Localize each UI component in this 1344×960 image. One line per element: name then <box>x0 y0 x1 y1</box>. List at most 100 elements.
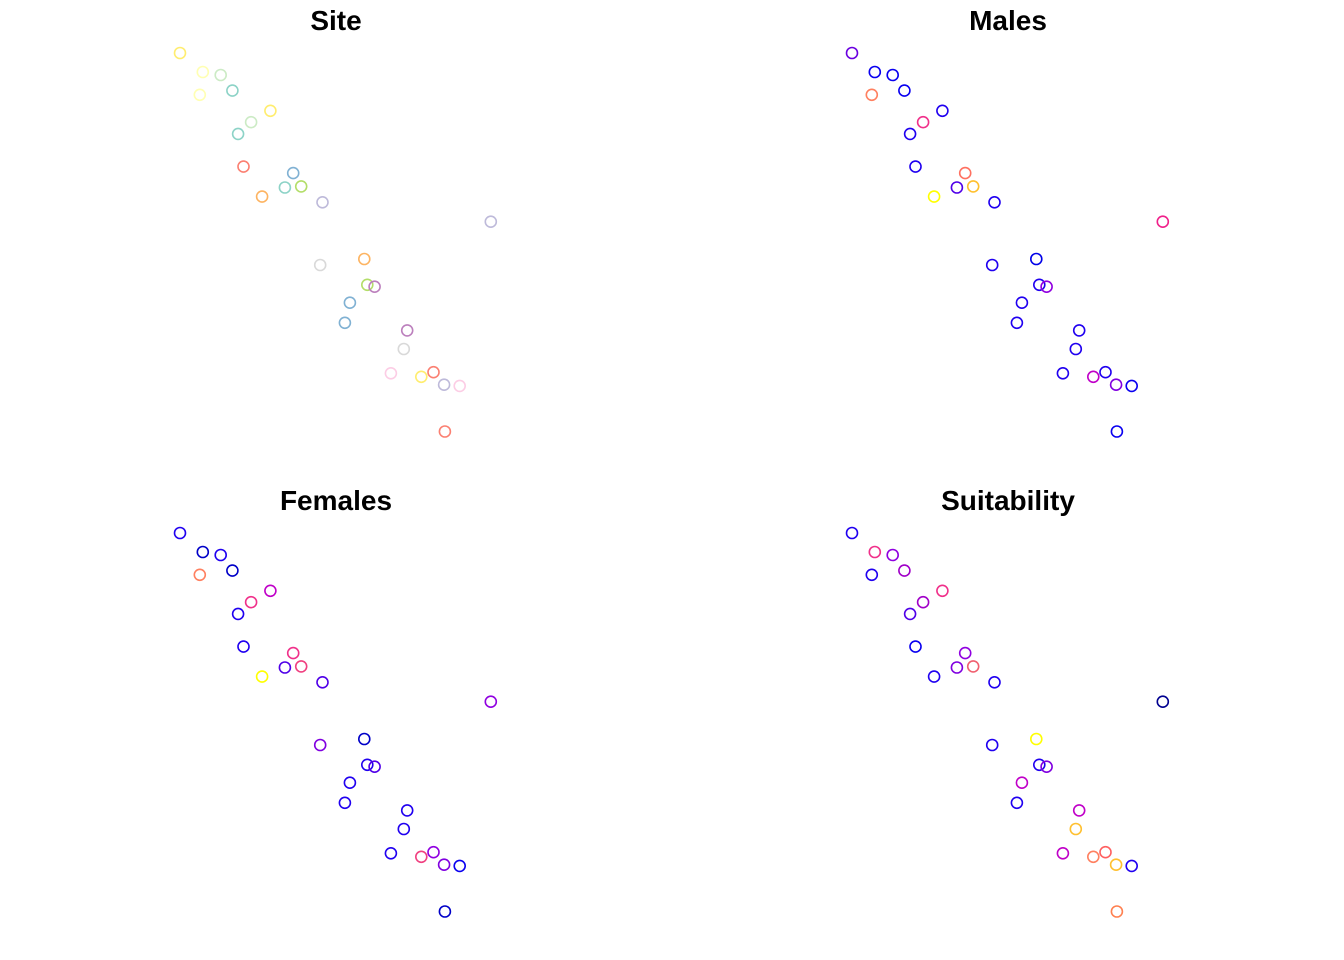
point-site-15 <box>357 252 371 266</box>
point-site-12 <box>255 190 269 203</box>
point-suitability-9 <box>958 646 972 660</box>
point-males-10 <box>950 181 964 194</box>
point-site-21 <box>400 324 414 337</box>
point-suitability-19 <box>1015 776 1029 790</box>
panel-site: Site <box>173 5 498 438</box>
point-suitability-0 <box>845 526 859 540</box>
point-males-26 <box>1109 378 1123 392</box>
point-males-20 <box>1010 316 1024 330</box>
point-site-19 <box>343 296 357 310</box>
point-suitability-10 <box>950 661 964 674</box>
point-females-22 <box>397 822 411 836</box>
panel-males: Males <box>845 5 1170 438</box>
point-females-24 <box>414 850 428 864</box>
point-females-0 <box>173 526 187 540</box>
point-site-20 <box>338 316 352 330</box>
point-suitability-15 <box>1030 732 1043 746</box>
point-site-7 <box>231 127 245 141</box>
point-site-17 <box>360 278 374 292</box>
point-males-24 <box>1087 370 1100 384</box>
panel-title-site: Site <box>310 5 361 36</box>
point-females-3 <box>193 568 207 582</box>
point-females-4 <box>226 564 239 577</box>
point-males-18 <box>1040 280 1053 294</box>
point-females-25 <box>427 845 440 859</box>
point-females-2 <box>214 548 227 562</box>
point-site-28 <box>438 425 452 438</box>
point-suitability-26 <box>1109 858 1123 872</box>
point-suitability-23 <box>1056 846 1070 860</box>
point-males-12 <box>927 190 941 203</box>
point-suitability-14 <box>1156 695 1170 709</box>
point-suitability-21 <box>1072 804 1086 817</box>
point-suitability-13 <box>988 675 1001 689</box>
point-site-25 <box>427 365 440 379</box>
point-females-16 <box>313 738 327 752</box>
point-males-11 <box>966 180 980 193</box>
point-males-15 <box>1030 252 1043 266</box>
point-site-13 <box>316 196 329 209</box>
point-females-5 <box>264 584 277 598</box>
point-site-22 <box>397 342 411 356</box>
point-males-8 <box>909 160 922 173</box>
point-females-6 <box>244 595 258 609</box>
point-site-6 <box>244 115 258 129</box>
point-suitability-25 <box>1099 845 1112 859</box>
point-males-25 <box>1099 365 1112 379</box>
point-suitability-5 <box>936 584 949 598</box>
panel-title-males: Males <box>969 5 1047 36</box>
panel-suitability: Suitability <box>845 485 1170 918</box>
point-suitability-24 <box>1087 850 1100 864</box>
point-females-7 <box>231 607 245 621</box>
point-suitability-4 <box>898 564 911 577</box>
point-site-0 <box>173 46 187 60</box>
point-site-26 <box>437 378 451 392</box>
point-males-19 <box>1015 296 1029 310</box>
point-females-26 <box>437 858 451 872</box>
point-site-11 <box>294 180 308 193</box>
points-suitability <box>845 526 1170 918</box>
point-males-14 <box>1156 215 1170 228</box>
point-site-10 <box>278 181 292 194</box>
point-females-18 <box>368 760 381 774</box>
point-females-27 <box>453 859 467 873</box>
points-males <box>845 46 1170 438</box>
point-suitability-27 <box>1125 859 1138 873</box>
point-suitability-17 <box>1033 758 1046 772</box>
point-females-9 <box>286 646 300 660</box>
point-suitability-3 <box>865 568 879 582</box>
point-females-23 <box>384 846 398 860</box>
point-males-5 <box>936 104 949 118</box>
point-males-1 <box>868 65 882 79</box>
panel-females: Females <box>173 485 498 918</box>
point-females-28 <box>438 905 452 918</box>
point-males-4 <box>898 84 911 97</box>
point-females-21 <box>400 804 414 817</box>
point-females-13 <box>316 675 329 689</box>
point-suitability-7 <box>903 607 917 621</box>
point-males-2 <box>886 68 900 82</box>
point-females-14 <box>484 695 498 709</box>
point-males-16 <box>985 258 999 272</box>
point-females-19 <box>343 776 357 790</box>
point-females-15 <box>357 732 371 746</box>
point-site-8 <box>237 160 250 173</box>
point-site-3 <box>193 88 207 102</box>
point-site-16 <box>313 258 327 272</box>
point-suitability-6 <box>916 595 930 609</box>
point-males-28 <box>1110 425 1124 438</box>
point-suitability-8 <box>909 640 922 653</box>
point-site-27 <box>453 379 467 393</box>
point-site-5 <box>264 104 277 118</box>
point-females-17 <box>360 758 374 772</box>
point-site-4 <box>226 84 239 97</box>
point-site-18 <box>368 280 381 294</box>
point-males-9 <box>958 166 972 180</box>
point-males-23 <box>1056 366 1070 380</box>
point-males-7 <box>903 127 917 141</box>
points-females <box>173 526 498 918</box>
panel-title-females: Females <box>280 485 392 516</box>
point-suitability-28 <box>1110 905 1124 918</box>
